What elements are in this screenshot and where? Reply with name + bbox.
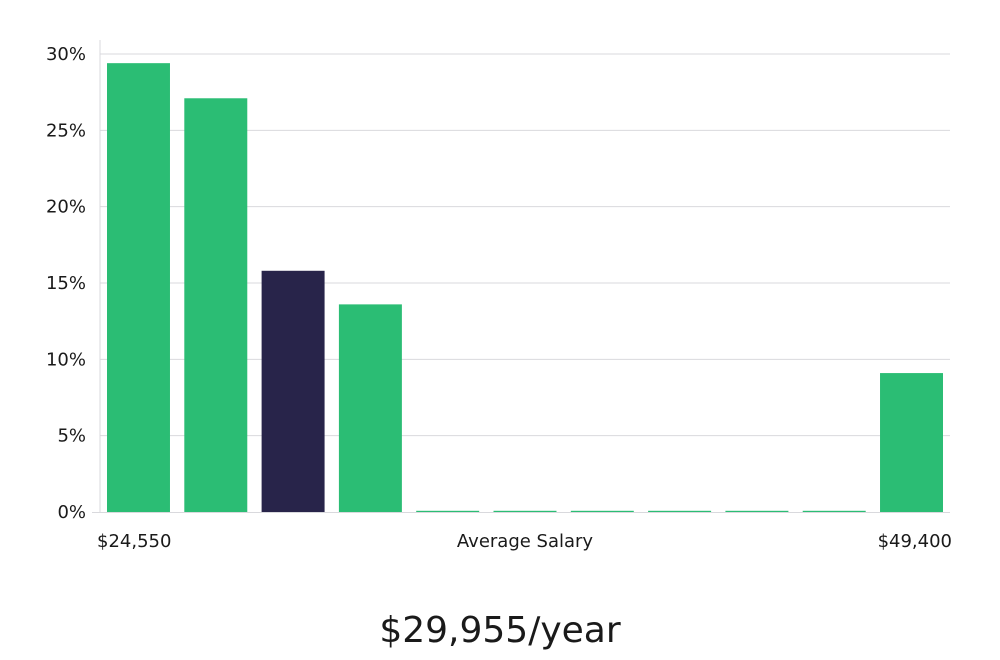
x-min-label: $24,550 bbox=[97, 531, 171, 552]
x-max-label: $49,400 bbox=[878, 531, 952, 552]
y-tick-label: 10% bbox=[46, 349, 86, 370]
bar bbox=[725, 510, 789, 512]
bar bbox=[338, 304, 402, 512]
bar bbox=[493, 510, 557, 512]
bar bbox=[648, 510, 712, 512]
bar bbox=[416, 510, 480, 512]
y-tick-label: 25% bbox=[46, 120, 86, 141]
y-tick-label: 0% bbox=[57, 502, 86, 523]
bar bbox=[570, 510, 634, 512]
salary-histogram-chart: 0% 5% 10% 15% 20% 25% 30% $24,550 Average Sala… bbox=[46, 40, 952, 552]
y-tick-label: 15% bbox=[46, 273, 86, 294]
average-salary-value: $29,955/year bbox=[379, 610, 621, 651]
y-axis-ticks: 0% 5% 10% 15% 20% 25% 30% bbox=[46, 44, 86, 523]
bar bbox=[880, 373, 943, 512]
y-tick-label: 30% bbox=[46, 44, 86, 65]
bar bbox=[184, 98, 248, 513]
bars bbox=[107, 63, 943, 513]
y-tick-label: 20% bbox=[46, 197, 86, 218]
bar bbox=[107, 63, 170, 512]
bar-highlighted bbox=[261, 270, 325, 512]
x-axis-title: Average Salary bbox=[457, 531, 594, 552]
y-tick-label: 5% bbox=[57, 426, 86, 447]
bar bbox=[802, 510, 866, 512]
